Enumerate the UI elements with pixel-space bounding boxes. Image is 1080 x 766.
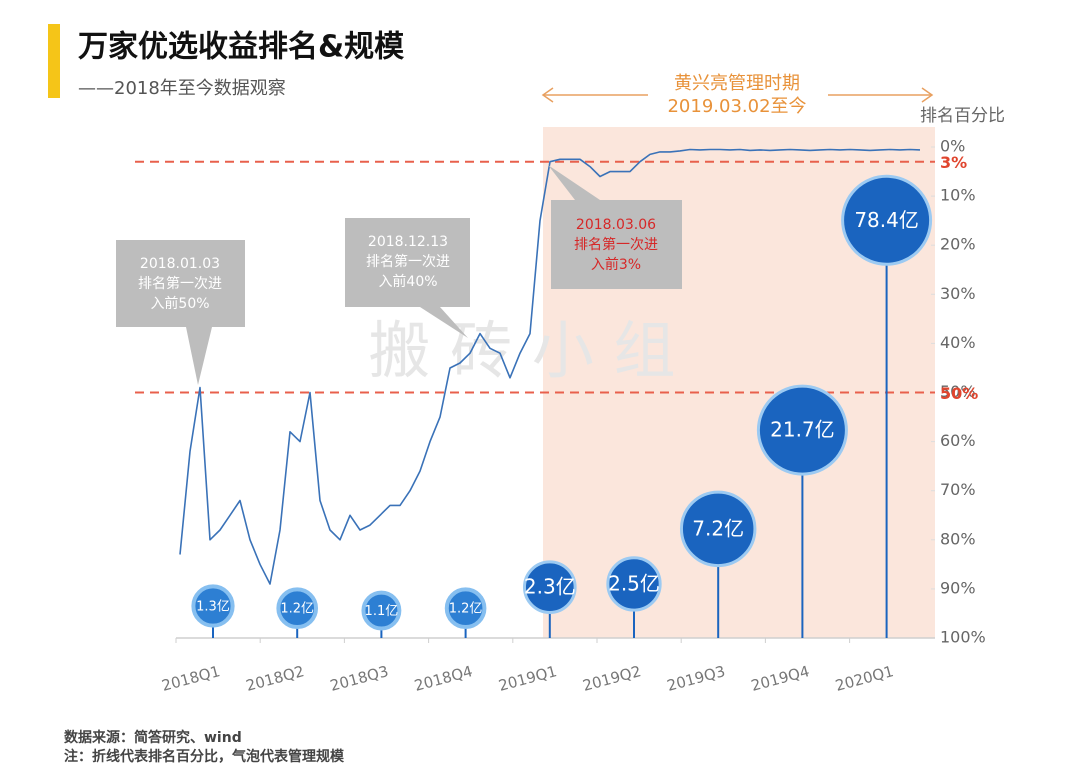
bubble-label: 1.2亿	[280, 602, 314, 617]
y-tick-label: 50%	[940, 382, 976, 401]
annotation-text: 排名第一次进	[574, 236, 658, 253]
bubble	[276, 587, 319, 630]
y-axis-label: 排名百分比	[920, 106, 1005, 126]
bubble-label: 7.2亿	[692, 516, 744, 540]
reference-label: 3%	[940, 153, 967, 172]
y-tick-label: 10%	[940, 186, 976, 205]
annotation-text: 排名第一次进	[366, 253, 450, 270]
period-arrows	[541, 87, 934, 103]
note: 数据来源：简答研究、wind	[64, 729, 242, 746]
y-tick-label: 100%	[940, 628, 986, 647]
chart-title: 万家优选收益排名&规模	[78, 30, 404, 65]
bubble-label: 2.5亿	[608, 571, 660, 595]
bubble	[756, 384, 848, 476]
bubble	[522, 560, 577, 615]
period-title: 黄兴亮管理时期	[674, 73, 800, 94]
annotation-text: 2018.12.13	[368, 234, 448, 250]
bubble	[444, 587, 487, 630]
annotation-text: 入前50%	[150, 295, 209, 312]
rank-line	[179, 148, 921, 585]
bubble-label: 2.3亿	[524, 575, 576, 599]
annotation-text: 排名第一次进	[138, 275, 222, 292]
bubble	[841, 174, 933, 266]
y-tick-label: 60%	[940, 431, 976, 450]
bubble	[191, 584, 235, 628]
reference-label: 50%	[940, 384, 978, 403]
y-tick-label: 90%	[940, 578, 976, 597]
bubble-label: 78.4亿	[854, 208, 919, 232]
period-subtitle: 2019.03.02至今	[667, 96, 806, 117]
bubble-label: 1.1亿	[365, 604, 399, 619]
annotation-text: 入前3%	[591, 256, 641, 273]
y-tick-label: 80%	[940, 529, 976, 548]
title-accent	[48, 24, 60, 98]
annotation-3: 2018.03.06 排名第一次进 入前3%	[548, 165, 682, 289]
y-tick-label: 30%	[940, 284, 976, 303]
annotation-text: 2018.01.03	[140, 256, 220, 272]
bubble-label: 1.3亿	[196, 599, 230, 614]
chart-subtitle: ——2018年至今数据观察	[78, 78, 286, 99]
y-tick-label: 40%	[940, 333, 976, 352]
annotation-text: 入前40%	[378, 273, 437, 290]
note: 注：折线代表排名百分比，气泡代表管理规模	[64, 748, 345, 765]
annotation-2: 2018.12.13 排名第一次进 入前40%	[345, 218, 470, 338]
bubble-label: 1.2亿	[449, 602, 483, 617]
annotation-text: 2018.03.06	[576, 217, 656, 233]
bubble-label: 21.7亿	[770, 418, 835, 442]
annotation-1: 2018.01.03 排名第一次进 入前50%	[116, 240, 245, 385]
bubble	[606, 556, 662, 612]
bubble	[679, 490, 757, 568]
y-tick-label: 0%	[940, 137, 965, 156]
y-tick-label: 70%	[940, 480, 976, 499]
bubble	[361, 590, 402, 631]
y-tick-label: 20%	[940, 235, 976, 254]
plot: 0%10%20%30%40%50%60%70%80%90%100%3%50%20…	[135, 137, 986, 695]
